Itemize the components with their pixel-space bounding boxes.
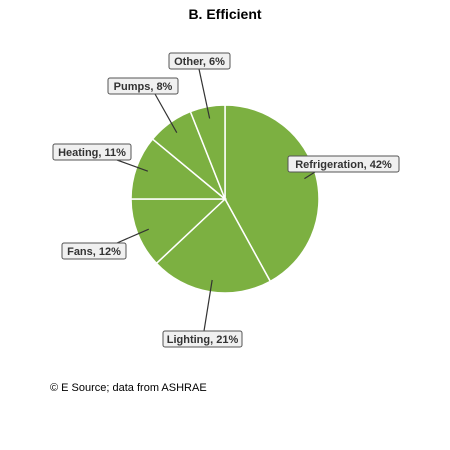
- leader-line-heating: [116, 159, 149, 172]
- leader-line-pumps: [154, 93, 178, 133]
- pie-label-heating: Heating, 11%: [52, 143, 132, 161]
- pie-label-box: [168, 52, 231, 70]
- leader-line-other: [198, 68, 211, 119]
- pie-label-fans: Fans, 12%: [61, 242, 127, 260]
- pie-label-text: Other, 6%: [174, 56, 225, 68]
- source-note: © E Source; data from ASHRAE: [50, 382, 207, 394]
- pie-label-text: Pumps, 8%: [114, 81, 173, 93]
- pie-label-box: [162, 330, 243, 348]
- pie-label-text: Refrigeration, 42%: [295, 159, 392, 171]
- pie-label-lighting: Lighting, 21%: [162, 330, 243, 348]
- pie-label-text: Heating, 11%: [58, 147, 126, 159]
- pie-labels: Refrigeration, 42% Lighting, 21% Fans, 12%…: [52, 52, 400, 348]
- pie-slices: [130, 104, 320, 294]
- pie-label-box: [61, 242, 127, 260]
- pie-leader-lines: [116, 68, 316, 332]
- pie-label-pumps: Pumps, 8%: [107, 77, 179, 95]
- pie-label-box: [287, 155, 400, 173]
- chart-title: B. Efficient: [188, 6, 262, 22]
- pie-label-refrigeration: Refrigeration, 42%: [287, 155, 400, 173]
- leader-line-fans: [116, 228, 149, 244]
- pie-label-text: Fans, 12%: [67, 246, 121, 258]
- pie-label-other: Other, 6%: [168, 52, 231, 70]
- leader-line-lighting: [203, 279, 213, 332]
- leader-line-refrigeration: [304, 171, 316, 180]
- pie-label-box: [107, 77, 179, 95]
- pie-label-box: [52, 143, 132, 161]
- pie-slice-refrigeration: [224, 104, 320, 283]
- pie-label-text: Lighting, 21%: [167, 334, 239, 346]
